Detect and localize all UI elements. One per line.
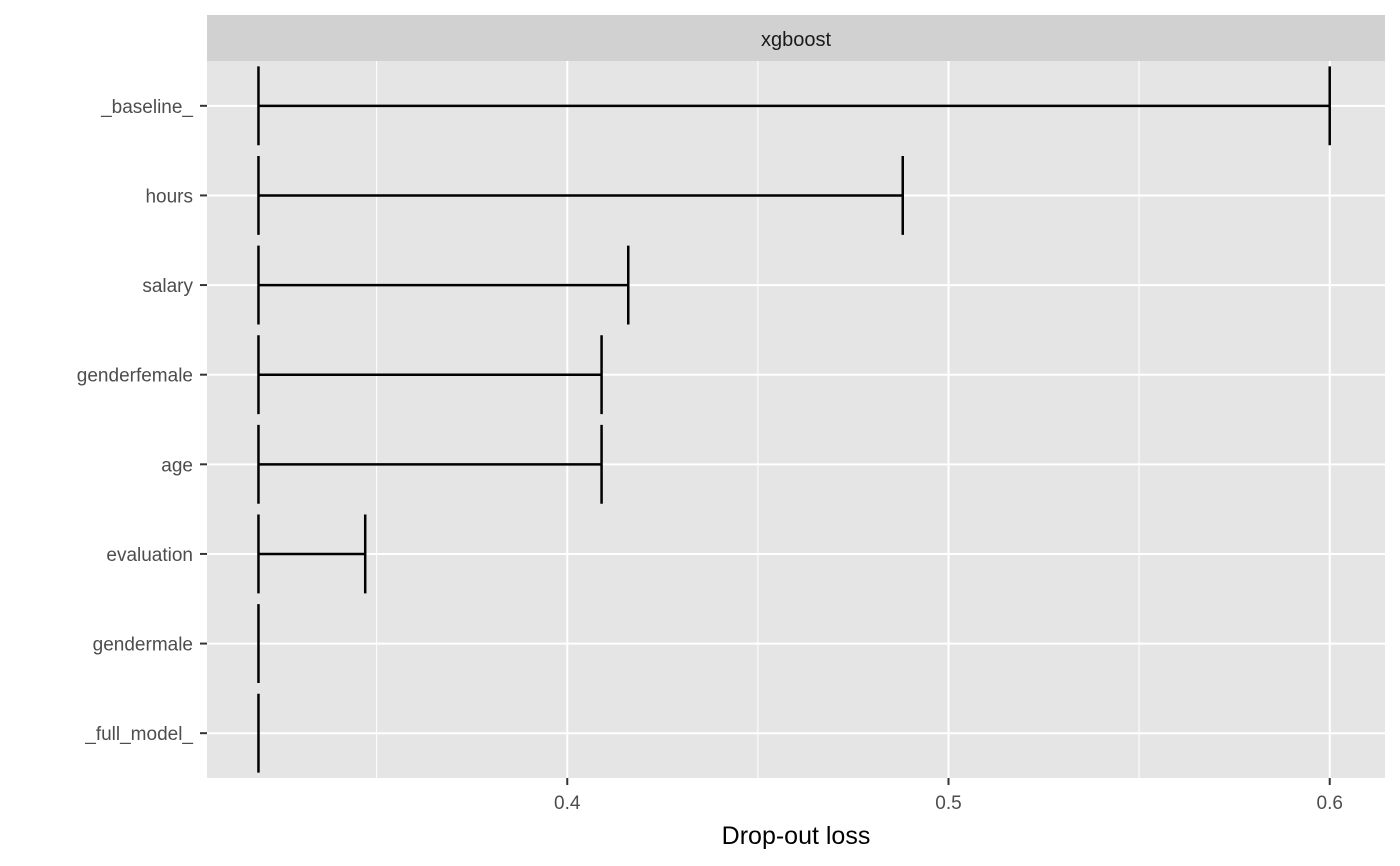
x-axis-title: Drop-out loss bbox=[722, 822, 871, 850]
drop-out-bars bbox=[257, 66, 1331, 773]
y-tick-label: hours bbox=[145, 186, 193, 207]
minor-grid-lines bbox=[376, 61, 1140, 778]
x-tick-label: 0.5 bbox=[935, 793, 961, 814]
y-axis: _baseline_hours salary genderfemale age eval… bbox=[77, 97, 207, 745]
x-axis: 0.4 0.5 0.6 bbox=[554, 778, 1343, 814]
y-tick-label: _baseline_ bbox=[100, 97, 193, 118]
x-tick-label: 0.4 bbox=[554, 793, 581, 814]
y-tick-label: salary bbox=[142, 276, 193, 297]
y-tick-label: gendermale bbox=[93, 635, 193, 656]
y-tick-label: genderfemale bbox=[77, 366, 193, 387]
y-tick-label: age bbox=[161, 455, 193, 476]
panel-background bbox=[207, 61, 1385, 778]
x-tick-label: 0.6 bbox=[1317, 793, 1343, 814]
strip-background bbox=[207, 15, 1385, 61]
facet-strip-label: xgboost bbox=[761, 29, 831, 51]
y-tick-label: evaluation bbox=[106, 545, 193, 566]
y-tick-label: _full_model_ bbox=[84, 724, 193, 745]
